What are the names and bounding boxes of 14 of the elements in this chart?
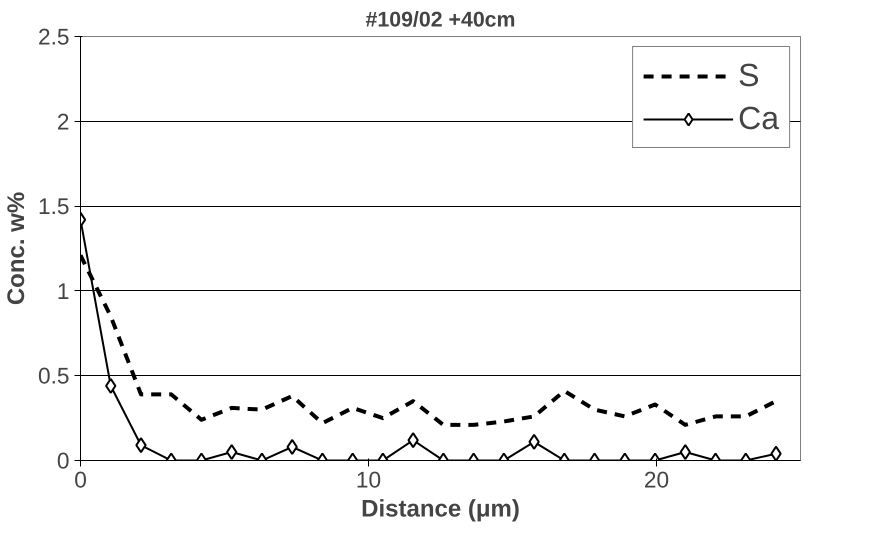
- y-tick-label: 0: [56, 448, 70, 474]
- chart-title: #109/02 +40cm: [365, 8, 516, 32]
- x-tick-label: 0: [74, 466, 87, 492]
- legend-label: S: [738, 57, 760, 94]
- y-tick-label: 1: [56, 278, 70, 304]
- x-axis-title: Distance (μm): [361, 496, 520, 522]
- y-axis-title: Conc. w%: [3, 192, 30, 306]
- y-tick-label: 2.5: [38, 24, 70, 50]
- legend-label: Ca: [738, 100, 779, 137]
- y-tick-label: 2: [56, 108, 70, 134]
- y-tick-label: 1.5: [38, 193, 70, 220]
- x-tick-label: 10: [356, 466, 382, 492]
- x-tick-label: 20: [644, 466, 670, 492]
- y-tick-label: 0.5: [38, 362, 70, 389]
